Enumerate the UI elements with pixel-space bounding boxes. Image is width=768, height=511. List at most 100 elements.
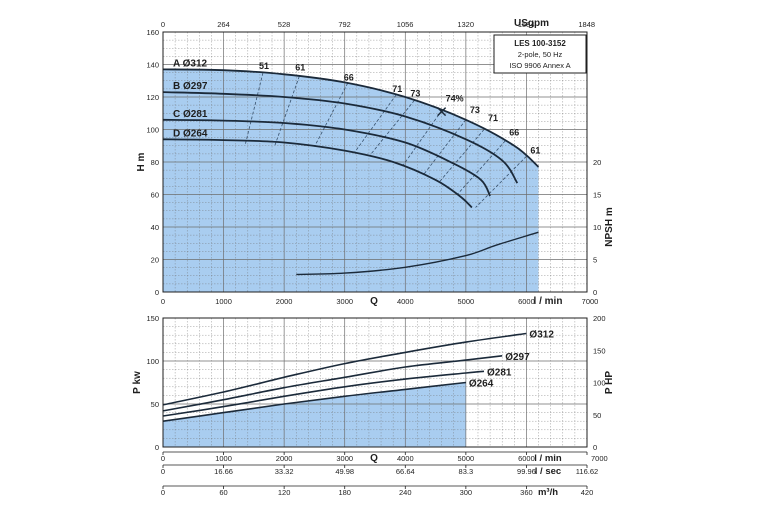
- efficiency-iso-line: [368, 100, 415, 157]
- top-usgpm-tick: 0: [161, 20, 165, 29]
- bottom-axis-tick-label: 0: [161, 488, 165, 497]
- head-y-tick: 60: [151, 191, 159, 200]
- flow-unit-axes: 0 1000 2000 3000 4000 5000 6000 l / min Q 0 16.66 3…: [161, 451, 608, 498]
- power-fill-area: [163, 382, 466, 447]
- efficiency-label: 51: [259, 61, 269, 71]
- power-y-tick: 150: [146, 314, 159, 323]
- head-y-label: H m: [136, 152, 147, 171]
- npsh-tick: 15: [593, 191, 601, 200]
- efficiency-iso-line: [423, 119, 467, 176]
- head-coverage-area: [163, 69, 539, 292]
- head-x-tick: 7000: [582, 297, 599, 306]
- power-coverage-area: [163, 382, 466, 447]
- head-fill-area: [163, 69, 539, 292]
- bottom-axis-tick-label: 1000: [215, 454, 232, 463]
- bep-marker: [437, 107, 447, 117]
- efficiency-label: 71: [392, 84, 402, 94]
- head-y-tick: 40: [151, 223, 159, 232]
- head-x-tick: 3000: [336, 297, 353, 306]
- top-usgpm-tick: 1056: [397, 20, 414, 29]
- efficiency-label: 66: [509, 128, 519, 138]
- head-y-tick: 0: [155, 288, 159, 297]
- hp-label: P HP: [604, 371, 615, 394]
- bottom-axis-tick-label: 3000: [336, 454, 353, 463]
- power-curve-1: [163, 332, 527, 406]
- power-y-tick: 50: [151, 400, 159, 409]
- power-curve-label: Ø281: [487, 367, 512, 378]
- head-x-tick: 0: [161, 297, 165, 306]
- efficiency-iso-line: [244, 72, 264, 146]
- hp-tick: 0: [593, 443, 597, 452]
- efficiency-iso-line: [353, 94, 397, 154]
- power-curves: [163, 332, 527, 422]
- efficiency-label: 61: [295, 63, 305, 73]
- bottom-axis-tick-label: 4000: [397, 454, 414, 463]
- npsh-tick: 20: [593, 158, 601, 167]
- power-curve-3: [163, 370, 485, 417]
- efficiency-label: 66: [344, 72, 354, 82]
- head-curve-4: [163, 138, 473, 209]
- bottom-axis-tick-label: 0: [161, 467, 165, 476]
- bottom-axis-tick-label: 180: [338, 488, 351, 497]
- model-name: LES 100-3152: [514, 39, 566, 48]
- head-y-tick: 120: [146, 93, 159, 102]
- hp-tick: 150: [593, 346, 606, 355]
- bottom-axis-unit: l / sec: [535, 466, 561, 477]
- efficiency-label: 73: [410, 89, 420, 99]
- bottom-axis-tick-label: 16.66: [214, 467, 233, 476]
- power-axes: 0 50 100 150 0 50 100 150 200 P kw P HP: [132, 314, 615, 452]
- head-y-tick: 100: [146, 126, 159, 135]
- efficiency-iso-line: [314, 82, 349, 147]
- bottom-axis-tick-label: 33.32: [275, 467, 294, 476]
- bottom-axis-tick-label: 120: [278, 488, 291, 497]
- efficiency-iso-lines: [244, 72, 527, 208]
- head-x-tick: 1000: [215, 297, 232, 306]
- bottom-axis-tick-label: 2000: [276, 454, 293, 463]
- efficiency-iso-line: [457, 140, 506, 195]
- bottom-axis-tick-label: 240: [399, 488, 412, 497]
- impeller-label: A Ø312: [173, 58, 208, 69]
- power-curve-label: Ø264: [469, 379, 494, 390]
- head-x-tick: 6000: [518, 297, 535, 306]
- efficiency-label: 71: [488, 113, 498, 123]
- efficiency-iso-line: [274, 76, 300, 146]
- efficiency-iso-line: [402, 110, 442, 167]
- hp-tick: 200: [593, 314, 606, 323]
- head-q-label: Q: [370, 296, 378, 307]
- npsh-label: NPSH m: [604, 207, 615, 247]
- head-curve-3: [163, 118, 491, 197]
- bottom-axis-unit: l / min: [534, 453, 562, 464]
- bottom-axis-tick-label: 6000: [518, 454, 535, 463]
- head-curve-labels: A Ø312 B Ø297 C Ø281 D Ø264 51 61 66 71 73 74% 73 7…: [173, 58, 540, 155]
- bottom-axis-tick-label: 5000: [458, 454, 475, 463]
- top-usgpm-tick: 792: [338, 20, 351, 29]
- hp-tick: 100: [593, 379, 606, 388]
- efficiency-label: 73: [470, 105, 480, 115]
- bottom-axis-tick-label: 99.96: [517, 467, 536, 476]
- npsh-curve: [296, 231, 539, 276]
- pole-frequency: 2-pole, 50 Hz: [518, 50, 563, 59]
- efficiency-label: 74%: [446, 94, 464, 104]
- bottom-axis-tick-label: 49.98: [335, 467, 354, 476]
- bottom-axis-tick-label: 0: [161, 454, 165, 463]
- power-curve-label: Ø297: [505, 352, 530, 363]
- head-x-unit-label: l / min: [534, 296, 563, 307]
- power-curve-4: [163, 381, 466, 422]
- head-curve-2: [163, 91, 519, 184]
- efficiency-label: 61: [530, 146, 540, 156]
- npsh-tick: 10: [593, 223, 601, 232]
- bottom-axis-tick-label: 360: [520, 488, 533, 497]
- top-usgpm-tick: 264: [217, 20, 230, 29]
- head-y-tick: 20: [151, 256, 159, 265]
- bottom-axis-q-label: Q: [370, 453, 378, 464]
- head-x-tick: 2000: [276, 297, 293, 306]
- efficiency-iso-line: [475, 156, 527, 208]
- impeller-label: D Ø264: [173, 128, 208, 139]
- top-unit-label: USgpm: [514, 18, 549, 29]
- top-usgpm-tick: 528: [278, 20, 291, 29]
- power-frame: [162, 317, 588, 448]
- info-box: LES 100-3152 2-pole, 50 Hz ISO 9906 Anne…: [493, 34, 587, 74]
- power-y-tick: 100: [146, 357, 159, 366]
